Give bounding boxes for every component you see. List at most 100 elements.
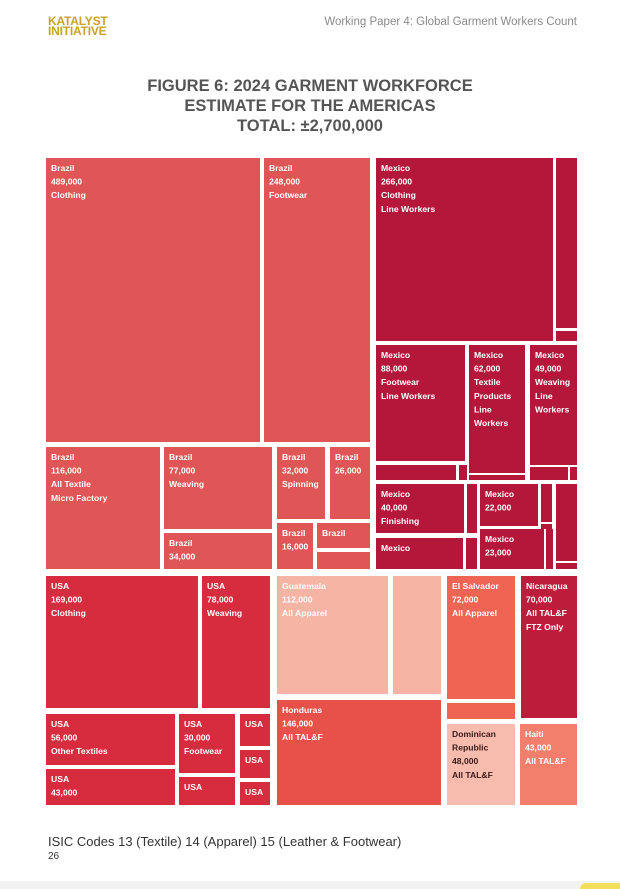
figure-title-line-1: FIGURE 6: 2024 GARMENT WORKFORCE bbox=[147, 77, 473, 95]
treemap-cell-brazil-clothing: Brazil 489,000 Clothing bbox=[46, 158, 260, 442]
treemap-sliver-13 bbox=[466, 538, 477, 569]
treemap-label-mexico-footwear-4: Line Workers bbox=[381, 391, 436, 401]
treemap-rect-brazil-26k bbox=[330, 447, 370, 519]
treemap-rect-mexico-footwear bbox=[376, 345, 465, 461]
treemap-cell-usa-small-2: USA bbox=[240, 750, 270, 778]
treemap-label-mexico-textile-products-1: Mexico bbox=[474, 350, 503, 360]
treemap-cell-mexico-footwear: Mexico 88,000 Footwear Line Workers bbox=[376, 345, 465, 461]
treemap-rect-mexico-clothing bbox=[376, 158, 553, 341]
treemap-cell-mexico-small: Mexico bbox=[376, 538, 463, 569]
treemap-rect-mexico-weaving bbox=[530, 345, 577, 465]
treemap-label-usa-footwear-3: Footwear bbox=[184, 746, 223, 756]
page-number: 26 bbox=[48, 851, 60, 862]
treemap-rect-brazil-tiny bbox=[317, 552, 370, 569]
treemap-label-usa-other-textiles-2: 56,000 bbox=[51, 733, 78, 743]
treemap-cell-mexico-finishing: Mexico 40,000 Finishing bbox=[376, 484, 464, 533]
treemap-cell-el-salvador-other bbox=[447, 703, 515, 719]
treemap-sliver-5 bbox=[469, 475, 525, 480]
treemap-rect-brazil-16k bbox=[277, 523, 313, 569]
treemap-rect-brazil-weaving bbox=[164, 447, 272, 529]
treemap-label-mexico-22k-2: 22,000 bbox=[485, 503, 512, 513]
treemap-cell-mexico-23k: Mexico 23,000 bbox=[480, 529, 544, 569]
treemap-label-brazil-all-textile-2: 116,000 bbox=[51, 466, 82, 476]
treemap-rect-usa-small-2 bbox=[240, 750, 270, 778]
treemap-label-nicaragua-tal-2: 70,000 bbox=[526, 595, 553, 605]
treemap-label-mexico-weaving-3: Weaving bbox=[535, 377, 570, 387]
treemap-rect-brazil-small bbox=[317, 523, 370, 548]
treemap-label-mexico-weaving-4: Line bbox=[535, 391, 553, 401]
treemap-label-usa-small-2-1: USA bbox=[245, 755, 263, 765]
treemap-label-el-salvador-all-apparel-3: All Apparel bbox=[452, 608, 497, 618]
katalyst-logo: KATALYST INITIATIVE bbox=[48, 15, 108, 38]
treemap-label-usa-43k-2: 43,000 bbox=[51, 788, 78, 798]
treemap-rect-usa-footwear bbox=[179, 714, 235, 773]
treemap-label-mexico-finishing-1: Mexico bbox=[381, 489, 410, 499]
treemap-cell-usa-other-textiles: USA 56,000 Other Textiles bbox=[46, 714, 175, 765]
treemap-cell-mexico-textile-products: Mexico 62,000 Textile Products Line Workers bbox=[469, 345, 525, 473]
treemap-label-honduras-tal-1: Honduras bbox=[282, 705, 322, 715]
treemap-cell-usa-weaving: USA 78,000 Weaving bbox=[202, 576, 270, 708]
treemap-label-mexico-clothing-3: Clothing bbox=[381, 190, 416, 200]
treemap-cell-usa-clothing: USA 169,000 Clothing bbox=[46, 576, 198, 708]
logo-line-2: INITIATIVE bbox=[48, 24, 107, 38]
treemap-label-usa-small-4-1: USA bbox=[245, 787, 263, 797]
treemap-cell-mexico-clothing: Mexico 266,000 Clothing Line Workers bbox=[376, 158, 553, 341]
treemap-label-mexico-footwear-1: Mexico bbox=[381, 350, 410, 360]
treemap-rect-guatemala-other bbox=[393, 576, 441, 694]
treemap-label-mexico-22k-1: Mexico bbox=[485, 489, 514, 499]
treemap-label-brazil-34k-2: 34,000 bbox=[169, 552, 196, 562]
corner-decoration bbox=[580, 883, 620, 889]
treemap-rect-brazil-clothing bbox=[46, 158, 260, 442]
treemap-label-usa-small-1-1: USA bbox=[245, 719, 263, 729]
treemap-label-brazil-footwear-2: 248,000 bbox=[269, 177, 300, 187]
treemap-label-usa-clothing-3: Clothing bbox=[51, 608, 86, 618]
treemap-rect-mexico-small bbox=[376, 538, 463, 569]
treemap-rect-brazil-34k bbox=[164, 533, 272, 569]
treemap-label-haiti-tal-1: Haiti bbox=[525, 729, 544, 739]
treemap-label-dominican-republic-tal-3: 48,000 bbox=[452, 756, 479, 766]
treemap-cell-guatemala-all-apparel: Guatemala 112,000 All Apparel bbox=[277, 576, 388, 694]
treemap-label-brazil-spinning-1: Brazil bbox=[282, 452, 305, 462]
treemap-label-el-salvador-all-apparel-2: 72,000 bbox=[452, 595, 479, 605]
treemap-label-guatemala-all-apparel-1: Guatemala bbox=[282, 581, 326, 591]
treemap-cell-usa-small-4: USA bbox=[240, 782, 270, 805]
treemap-label-mexico-weaving-2: 49,000 bbox=[535, 364, 562, 374]
treemap-sliver-7 bbox=[570, 467, 577, 480]
treemap-cell-brazil-all-textile: Brazil 116,000 All Textile Micro Factory bbox=[46, 447, 160, 569]
treemap-label-brazil-clothing-3: Clothing bbox=[51, 190, 86, 200]
treemap-rect-guatemala-all-apparel bbox=[277, 576, 388, 694]
treemap-label-usa-weaving-3: Weaving bbox=[207, 608, 242, 618]
treemap-cell-usa-43k: USA 43,000 bbox=[46, 769, 175, 805]
treemap-label-mexico-clothing-4: Line Workers bbox=[381, 204, 436, 214]
treemap-cell-brazil-footwear: Brazil 248,000 Footwear bbox=[264, 158, 370, 442]
treemap-sliver-9 bbox=[541, 484, 552, 522]
treemap-label-mexico-textile-products-5: Line bbox=[474, 404, 492, 414]
treemap-label-usa-weaving-1: USA bbox=[207, 581, 225, 591]
treemap-rect-usa-weaving bbox=[202, 576, 270, 708]
treemap-label-usa-other-textiles-3: Other Textiles bbox=[51, 746, 108, 756]
treemap-cell-brazil-small: Brazil bbox=[317, 523, 370, 548]
treemap-cell-honduras-tal: Honduras 146,000 All TAL&F bbox=[277, 700, 441, 805]
treemap-rect-brazil-spinning bbox=[277, 447, 325, 519]
figure-title: FIGURE 6: 2024 GARMENT WORKFORCE ESTIMAT… bbox=[0, 76, 620, 136]
treemap-rect-usa-other-textiles bbox=[46, 714, 175, 765]
treemap-rect-mexico-textile-products bbox=[469, 345, 525, 473]
treemap-label-dominican-republic-tal-4: All TAL&F bbox=[452, 770, 493, 780]
treemap-rect-mexico-22k bbox=[480, 484, 538, 526]
treemap-label-mexico-small-1: Mexico bbox=[381, 543, 410, 553]
page-bottom-band bbox=[0, 881, 620, 889]
treemap-label-mexico-clothing-1: Mexico bbox=[381, 163, 410, 173]
treemap-cell-usa-small-1: USA bbox=[240, 714, 270, 746]
treemap-sliver-2 bbox=[556, 331, 577, 341]
treemap-label-haiti-tal-3: All TAL&F bbox=[525, 756, 566, 766]
treemap-label-brazil-footwear-1: Brazil bbox=[269, 163, 292, 173]
treemap-label-haiti-tal-2: 43,000 bbox=[525, 743, 552, 753]
treemap-label-mexico-textile-products-6: Workers bbox=[474, 418, 508, 428]
treemap-label-mexico-textile-products-2: 62,000 bbox=[474, 364, 501, 374]
treemap-cell-brazil-16k: Brazil 16,000 bbox=[277, 523, 313, 569]
treemap-label-nicaragua-tal-4: FTZ Only bbox=[526, 622, 563, 632]
treemap-label-brazil-all-textile-4: Micro Factory bbox=[51, 493, 108, 503]
treemap-rect-el-salvador-other bbox=[447, 703, 515, 719]
treemap-rect-usa-small-3 bbox=[179, 777, 235, 805]
treemap-sliver-3 bbox=[376, 465, 456, 480]
